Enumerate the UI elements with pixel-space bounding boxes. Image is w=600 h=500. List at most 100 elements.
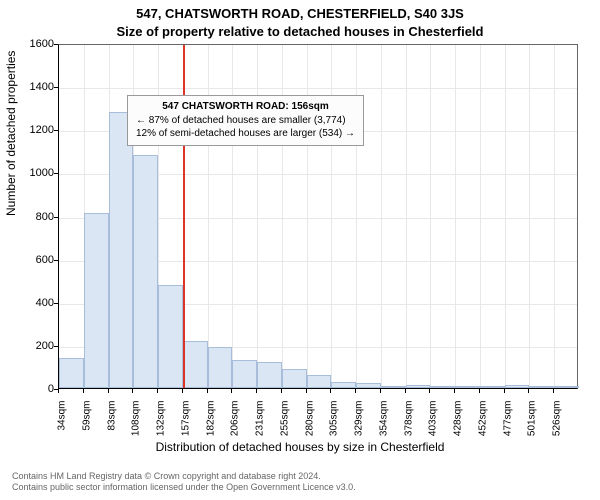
x-tick-mark [504, 389, 505, 393]
y-tick-mark [54, 260, 58, 261]
x-tick-mark [355, 389, 356, 393]
x-tick-mark [83, 389, 84, 393]
x-tick-label: 255sqm [279, 401, 290, 441]
x-tick-label: 354sqm [378, 401, 389, 441]
histogram-bar [554, 386, 579, 388]
x-tick-mark [207, 389, 208, 393]
chart-title-line2: Size of property relative to detached ho… [0, 24, 600, 39]
histogram-bar [331, 382, 356, 388]
histogram-bar [356, 383, 381, 388]
histogram-bar [307, 375, 332, 388]
y-tick-label: 1200 [14, 124, 54, 136]
histogram-bar [257, 362, 282, 388]
x-tick-mark [108, 389, 109, 393]
y-tick-mark [54, 173, 58, 174]
gridline-v [529, 45, 530, 388]
x-tick-label: 59sqm [81, 401, 92, 441]
histogram-bar [158, 285, 183, 389]
x-tick-label: 329sqm [354, 401, 365, 441]
x-tick-label: 428sqm [453, 401, 464, 441]
x-tick-mark [281, 389, 282, 393]
y-tick-label: 1000 [14, 167, 54, 179]
x-tick-label: 305sqm [329, 401, 340, 441]
x-tick-mark [157, 389, 158, 393]
y-tick-label: 800 [14, 211, 54, 223]
annotation-line2: ← 87% of detached houses are smaller (3,… [136, 114, 355, 128]
y-tick-label: 1600 [14, 38, 54, 50]
gridline-v [480, 45, 481, 388]
histogram-bar [282, 369, 307, 388]
histogram-bar [109, 112, 134, 388]
x-tick-label: 403sqm [428, 401, 439, 441]
gridline-h [59, 88, 577, 89]
footer-line1: Contains HM Land Registry data © Crown c… [12, 471, 356, 483]
y-tick-mark [54, 303, 58, 304]
histogram-bar [59, 358, 84, 388]
gridline-v [430, 45, 431, 388]
x-tick-mark [231, 389, 232, 393]
x-tick-label: 157sqm [180, 401, 191, 441]
x-tick-mark [429, 389, 430, 393]
x-tick-label: 526sqm [552, 401, 563, 441]
histogram-bar [381, 386, 406, 388]
gridline-v [406, 45, 407, 388]
y-tick-mark [54, 87, 58, 88]
y-tick-label: 0 [14, 383, 54, 395]
plot-area: 547 CHATSWORTH ROAD: 156sqm ← 87% of det… [58, 44, 578, 389]
x-tick-label: 34sqm [57, 401, 68, 441]
x-tick-mark [58, 389, 59, 393]
histogram-bar [430, 386, 455, 388]
histogram-bar [480, 386, 505, 388]
x-tick-mark [330, 389, 331, 393]
footer-line2: Contains public sector information licen… [12, 482, 356, 494]
histogram-bar [505, 385, 530, 388]
x-tick-mark [405, 389, 406, 393]
y-tick-mark [54, 44, 58, 45]
x-tick-label: 477sqm [502, 401, 513, 441]
gridline-v [554, 45, 555, 388]
gridline-v [455, 45, 456, 388]
histogram-bar [406, 385, 431, 388]
y-tick-mark [54, 217, 58, 218]
y-tick-label: 400 [14, 297, 54, 309]
x-tick-mark [256, 389, 257, 393]
histogram-bar [208, 347, 233, 388]
x-tick-mark [479, 389, 480, 393]
y-tick-mark [54, 346, 58, 347]
x-tick-mark [306, 389, 307, 393]
histogram-bar [529, 386, 554, 388]
x-tick-mark [454, 389, 455, 393]
x-tick-label: 132sqm [156, 401, 167, 441]
histogram-bar [183, 341, 208, 388]
histogram-bar [133, 155, 158, 388]
annotation-line1: 547 CHATSWORTH ROAD: 156sqm [136, 100, 355, 114]
histogram-bar [455, 386, 480, 388]
gridline-v [505, 45, 506, 388]
y-tick-label: 200 [14, 340, 54, 352]
histogram-bar [232, 360, 257, 388]
x-tick-label: 501sqm [527, 401, 538, 441]
x-tick-label: 231sqm [255, 401, 266, 441]
x-tick-label: 452sqm [477, 401, 488, 441]
x-tick-label: 182sqm [205, 401, 216, 441]
x-tick-mark [553, 389, 554, 393]
x-tick-label: 83sqm [106, 401, 117, 441]
y-tick-label: 1400 [14, 81, 54, 93]
histogram-bar [84, 213, 109, 388]
x-tick-mark [528, 389, 529, 393]
x-tick-mark [380, 389, 381, 393]
x-tick-mark [132, 389, 133, 393]
y-tick-label: 600 [14, 254, 54, 266]
x-tick-mark [182, 389, 183, 393]
annotation-line3: 12% of semi-detached houses are larger (… [136, 127, 355, 141]
x-tick-label: 206sqm [230, 401, 241, 441]
chart-title-line1: 547, CHATSWORTH ROAD, CHESTERFIELD, S40 … [0, 6, 600, 21]
footer-attribution: Contains HM Land Registry data © Crown c… [12, 471, 356, 494]
x-axis-label: Distribution of detached houses by size … [0, 440, 600, 454]
gridline-v [381, 45, 382, 388]
x-tick-label: 378sqm [403, 401, 414, 441]
x-tick-label: 108sqm [131, 401, 142, 441]
x-tick-label: 280sqm [304, 401, 315, 441]
y-tick-mark [54, 130, 58, 131]
annotation-box: 547 CHATSWORTH ROAD: 156sqm ← 87% of det… [127, 95, 364, 146]
